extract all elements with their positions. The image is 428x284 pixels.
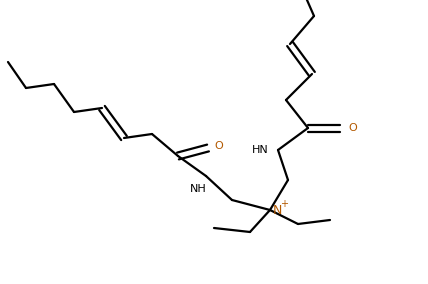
Text: NH: NH — [190, 184, 206, 194]
Text: HN: HN — [252, 145, 268, 155]
Text: N: N — [273, 204, 282, 216]
Text: O: O — [214, 141, 223, 151]
Text: +: + — [280, 199, 288, 209]
Text: O: O — [348, 123, 357, 133]
